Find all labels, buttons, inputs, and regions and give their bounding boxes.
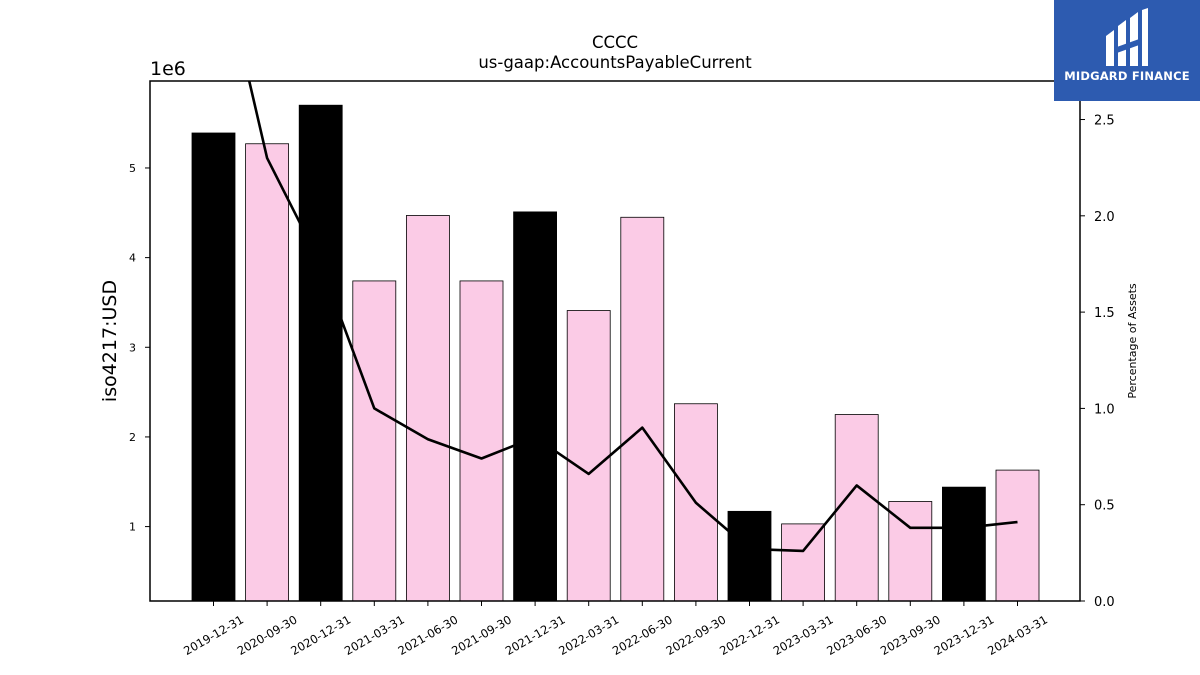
- line-group: [247, 81, 1018, 553]
- x-tick-label: 2023-09-30: [878, 612, 943, 658]
- bar-2021-12-31: [513, 211, 557, 602]
- bar-2020-09-30: [245, 143, 290, 602]
- bar-2024-03-31: [995, 469, 1040, 602]
- y-axis-label: iso4217:USD: [99, 280, 121, 402]
- bar-2019-12-31: [191, 132, 236, 602]
- plot-frame: [149, 80, 1081, 602]
- logo-text: MIDGARD FINANCE: [1064, 69, 1190, 83]
- x-tick-label: 2022-06-30: [610, 612, 675, 658]
- y2-tick-label: 0.0: [1094, 595, 1115, 610]
- x-tick-label: 2021-06-30: [396, 612, 461, 658]
- x-tick-label: 2020-09-30: [235, 612, 300, 658]
- bar-2020-12-31: [298, 104, 343, 602]
- bar-2023-06-30: [834, 414, 879, 602]
- y2-tick-label: 2.5: [1094, 114, 1115, 129]
- y-tick-label: 1: [129, 521, 136, 534]
- bar-2021-06-30: [405, 215, 450, 602]
- x-tick-label: 2022-09-30: [664, 612, 729, 658]
- y-axis-offset-label: 1e6: [150, 58, 186, 80]
- x-tick-label: 2021-03-31: [342, 612, 407, 658]
- secondary-y-axis-label: Percentage of Assets: [1126, 283, 1139, 399]
- y-tick-label: 5: [129, 162, 136, 175]
- y-tick-label: 3: [129, 341, 136, 354]
- x-tick-label: 2021-12-31: [503, 612, 568, 658]
- x-tick-label: 2023-06-30: [824, 612, 889, 658]
- y-tick-label: 2: [129, 431, 136, 444]
- x-tick-label: 2022-03-31: [556, 612, 621, 658]
- logo: MIDGARD FINANCE: [1054, 0, 1200, 101]
- bar-2021-03-31: [352, 280, 397, 602]
- chart-title: CCCC: [592, 33, 638, 52]
- y-tick-label: 4: [129, 252, 136, 265]
- chart-subtitle: us-gaap:AccountsPayableCurrent: [478, 53, 752, 72]
- y2-tick-label: 2.0: [1094, 210, 1115, 225]
- bar-2021-09-30: [459, 280, 504, 602]
- bar-2022-03-31: [566, 310, 611, 602]
- x-tick-label: 2020-12-31: [288, 612, 353, 658]
- x-tick-label: 2023-03-31: [771, 612, 836, 658]
- y2-tick-label: 0.5: [1094, 499, 1115, 514]
- x-tick-label: 2019-12-31: [181, 612, 246, 658]
- logo-mark-icon: [1106, 8, 1148, 66]
- bar-2023-03-31: [781, 523, 825, 602]
- x-tick-label: 2021-09-30: [449, 612, 514, 658]
- x-tick-label: 2023-12-31: [932, 612, 997, 658]
- bar-2022-06-30: [620, 216, 665, 602]
- x-tick-label: 2022-12-31: [717, 612, 782, 658]
- y2-tick-label: 1.5: [1094, 306, 1115, 321]
- bars-group: [191, 104, 1040, 602]
- x-tick-label: 2024-03-31: [985, 612, 1050, 658]
- y2-tick-label: 1.0: [1094, 402, 1115, 417]
- bar-2022-12-31: [727, 510, 772, 602]
- bar-2023-12-31: [942, 486, 986, 602]
- percentage-line: [247, 81, 1018, 553]
